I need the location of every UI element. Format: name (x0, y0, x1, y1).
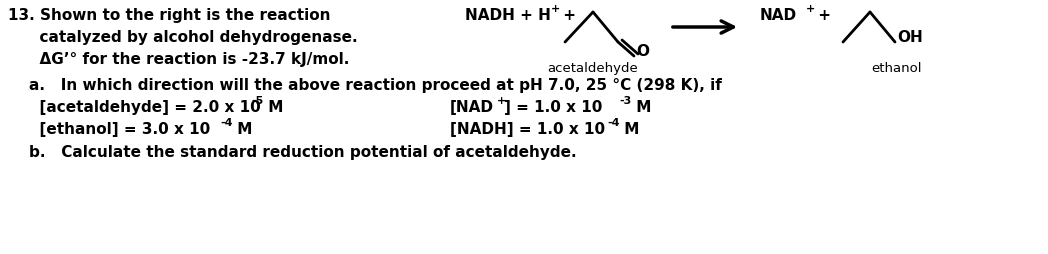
Text: M: M (232, 122, 253, 137)
Text: M: M (631, 100, 652, 115)
Text: catalyzed by alcohol dehydrogenase.: catalyzed by alcohol dehydrogenase. (8, 30, 357, 45)
Text: [NAD: [NAD (450, 100, 494, 115)
Text: +: + (813, 8, 831, 23)
Text: 13. Shown to the right is the reaction: 13. Shown to the right is the reaction (8, 8, 330, 23)
Text: O: O (636, 44, 649, 59)
Text: ΔG’° for the reaction is -23.7 kJ/mol.: ΔG’° for the reaction is -23.7 kJ/mol. (8, 52, 349, 67)
Text: M: M (619, 122, 639, 137)
Text: [NADH] = 1.0 x 10: [NADH] = 1.0 x 10 (450, 122, 605, 137)
Text: [ethanol] = 3.0 x 10: [ethanol] = 3.0 x 10 (8, 122, 211, 137)
Text: -5: -5 (252, 96, 263, 106)
Text: +: + (551, 4, 561, 14)
Text: b.   Calculate the standard reduction potential of acetaldehyde.: b. Calculate the standard reduction pote… (8, 145, 576, 160)
Text: OH: OH (897, 30, 922, 45)
Text: +: + (497, 96, 506, 106)
Text: M: M (263, 100, 283, 115)
Text: a.   In which direction will the above reaction proceed at pH 7.0, 25 °C (298 K): a. In which direction will the above rea… (8, 78, 722, 93)
Text: acetaldehyde: acetaldehyde (548, 62, 638, 75)
Text: NAD: NAD (760, 8, 798, 23)
Text: ethanol: ethanol (871, 62, 921, 75)
Text: -4: -4 (607, 118, 619, 128)
Text: NADH + H: NADH + H (465, 8, 551, 23)
Text: +: + (558, 8, 576, 23)
Text: -4: -4 (220, 118, 233, 128)
Text: ] = 1.0 x 10: ] = 1.0 x 10 (504, 100, 603, 115)
Text: [acetaldehyde] = 2.0 x 10: [acetaldehyde] = 2.0 x 10 (8, 100, 261, 115)
Text: +: + (806, 4, 815, 14)
Text: -3: -3 (619, 96, 631, 106)
